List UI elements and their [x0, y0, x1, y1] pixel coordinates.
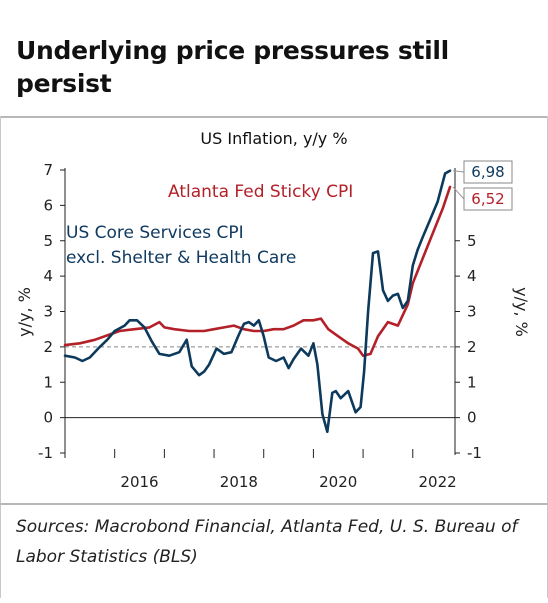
legend-sticky-cpi: Atlanta Fed Sticky CPI	[168, 182, 353, 202]
y-tick-label-right: 5	[467, 232, 477, 250]
left-border	[0, 116, 1, 598]
end-label-sticky-value: 6,52	[471, 190, 504, 208]
x-tick-label: 2016	[120, 473, 158, 491]
y-tick-label-right: 4	[467, 267, 477, 285]
end-label-sticky-connector	[452, 186, 465, 200]
y-tick-label-right: 1	[467, 373, 477, 391]
x-tick-label: 2022	[419, 473, 457, 491]
core-services-cpi-line	[63, 169, 452, 434]
y-tick-label-right: 0	[467, 409, 477, 427]
end-label-sticky-box	[463, 187, 513, 211]
y-tick-label-left: 5	[43, 232, 53, 250]
bottom-divider	[0, 503, 548, 505]
y-tick-label-left: 6	[43, 196, 53, 214]
sticky-cpi-line	[63, 185, 452, 358]
y-tick-label-left: 1	[43, 373, 53, 391]
y-axis-title-left: y/y, %	[15, 287, 34, 337]
y-tick-label-left: 4	[43, 267, 53, 285]
chart-title: US Inflation, y/y %	[200, 129, 347, 148]
end-label-core-box	[463, 160, 513, 184]
y-tick-label-left: 0	[43, 409, 53, 427]
end-label-core-connector	[452, 170, 465, 173]
y-tick-label-left: -1	[38, 444, 53, 462]
end-label-core-value: 6,98	[471, 163, 504, 181]
y-tick-label-left: 2	[43, 338, 53, 356]
sources-note: Sources: Macrobond Financial, Atlanta Fe…	[16, 517, 518, 567]
x-tick-label: 2020	[319, 473, 357, 491]
inflation-chart: US Inflation, y/y % -1 0 1 2 3 4 5 6 7 -1 0 1 2 3 4 5 20…	[15, 129, 531, 491]
top-divider	[0, 116, 548, 118]
legend-core-services-line2: excl. Shelter & Health Care	[66, 248, 296, 268]
y-tick-label-right: 2	[467, 338, 477, 356]
y-tick-label-left: 3	[43, 303, 53, 321]
y-tick-label-left: 7	[43, 161, 53, 179]
chart-headline: Underlying price pressures still persist	[16, 36, 449, 98]
end-value-labels: 6,98 6,52	[452, 160, 513, 211]
y-tick-label-right: -1	[467, 444, 482, 462]
y-tick-label-right: 3	[467, 303, 477, 321]
x-tick-label: 2018	[220, 473, 258, 491]
legend-core-services-line1: US Core Services CPI	[66, 223, 244, 243]
y-axis-title-right: y/y, %	[512, 287, 531, 337]
chart-axes: -1 0 1 2 3 4 5 6 7 -1 0 1 2 3 4 5 2016 2018 2020 2022	[38, 161, 482, 491]
series-lines	[63, 169, 452, 434]
